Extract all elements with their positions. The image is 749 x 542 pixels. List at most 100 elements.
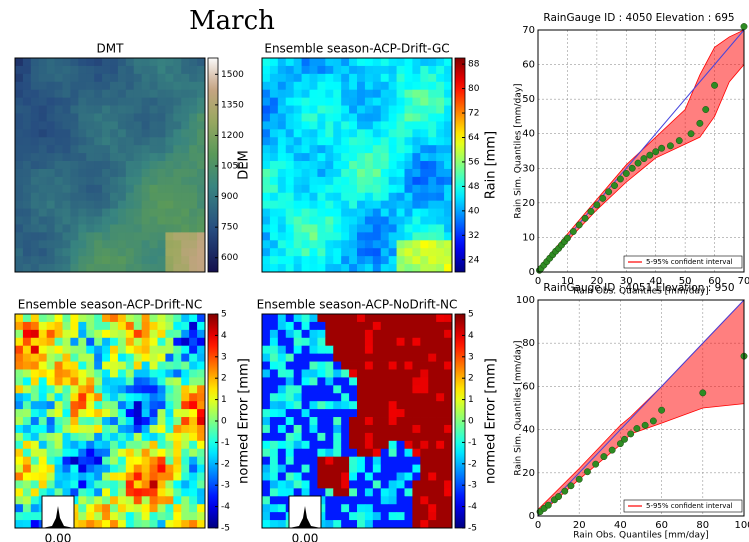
map-cell [388, 361, 397, 370]
map-cell [197, 168, 206, 178]
map-cell [285, 377, 295, 386]
map-cell [341, 369, 350, 378]
y-tick-label: 20 [522, 468, 535, 479]
map-cell [70, 345, 79, 355]
map-cell [78, 432, 87, 442]
map-cell [173, 401, 182, 410]
map-cell [173, 65, 182, 75]
map-cell [197, 464, 206, 473]
map-cell [309, 65, 318, 75]
map-cell [181, 377, 190, 386]
map-cell [46, 488, 55, 497]
map-cell [141, 224, 150, 233]
map-cell [149, 353, 158, 362]
map-cell [349, 216, 358, 225]
map-cell [333, 345, 342, 355]
map-cell [396, 456, 405, 465]
map-cell [141, 496, 150, 505]
map-cell [404, 424, 413, 434]
map-cell [309, 184, 318, 194]
map-cell [436, 200, 445, 209]
map-cell [15, 129, 24, 138]
map-cell [62, 97, 71, 106]
map-cell [380, 113, 390, 122]
map-cell [70, 264, 79, 273]
map-cell [357, 105, 366, 114]
map-cell [46, 153, 55, 162]
map-cell [380, 440, 390, 450]
map-cell [78, 97, 87, 106]
map-cell [189, 409, 198, 418]
map-cell [309, 337, 318, 347]
map-cell [78, 329, 87, 339]
map-cell [197, 248, 206, 257]
map-cell [141, 58, 150, 67]
map-cell [62, 216, 71, 225]
map-cell [444, 145, 453, 154]
map-cell [380, 361, 390, 370]
map-cell [117, 393, 127, 402]
map-cell [380, 385, 390, 394]
map-cell [15, 385, 24, 394]
map-cell [372, 369, 382, 378]
map-cell [269, 345, 279, 355]
map-cell [78, 89, 87, 99]
map-cell [293, 345, 302, 355]
map-cell [157, 512, 166, 521]
map-cell [349, 168, 358, 178]
map-cell [15, 520, 24, 529]
map-cell [309, 424, 318, 434]
map-cell [364, 409, 374, 418]
map-cell [149, 520, 158, 529]
map-cell [133, 369, 143, 378]
map-cell [117, 129, 127, 138]
map-cell [412, 488, 421, 497]
map-cell [117, 65, 127, 75]
map-cell [173, 377, 182, 386]
map-cell [157, 264, 166, 273]
map-cell [262, 440, 271, 450]
map-cell [317, 456, 326, 465]
map-cell [30, 248, 40, 257]
map-cell [396, 113, 405, 122]
quantile-point [696, 119, 704, 127]
map-cell [78, 65, 87, 75]
map-cell [22, 168, 32, 178]
map-cell [78, 448, 87, 458]
map-cell [94, 65, 103, 75]
map-cell [420, 192, 429, 202]
map-cell [428, 440, 437, 450]
y-tick-label: 0 [529, 511, 535, 522]
map-cell [269, 192, 279, 202]
map-cell [181, 105, 190, 114]
map-cell [54, 216, 63, 225]
map-cell [309, 58, 318, 67]
map-cell [133, 401, 143, 410]
map-cell [325, 369, 334, 378]
map-cell [62, 424, 71, 434]
quantile-point [592, 460, 600, 468]
map-cell [420, 329, 429, 339]
map-cell [157, 232, 166, 241]
map-cell [173, 256, 182, 265]
map-cell [341, 113, 350, 122]
map-cell [38, 440, 48, 450]
map-cell [157, 153, 166, 162]
map-cell [277, 361, 287, 370]
y-tick-label: 0 [529, 267, 535, 278]
map-cell [54, 353, 63, 362]
map-cell [157, 504, 166, 513]
map-cell [341, 385, 350, 394]
map-cell [94, 329, 103, 339]
map-cell [86, 97, 95, 106]
map-cell [262, 401, 271, 410]
map-cell [269, 240, 279, 249]
map-cell [165, 184, 174, 194]
map-cell [189, 393, 198, 402]
map-cell [364, 73, 374, 83]
map-cell [404, 314, 413, 323]
map-cell [388, 113, 397, 122]
map-cell [141, 137, 150, 146]
map-cell [30, 512, 40, 521]
map-cell [125, 512, 135, 521]
